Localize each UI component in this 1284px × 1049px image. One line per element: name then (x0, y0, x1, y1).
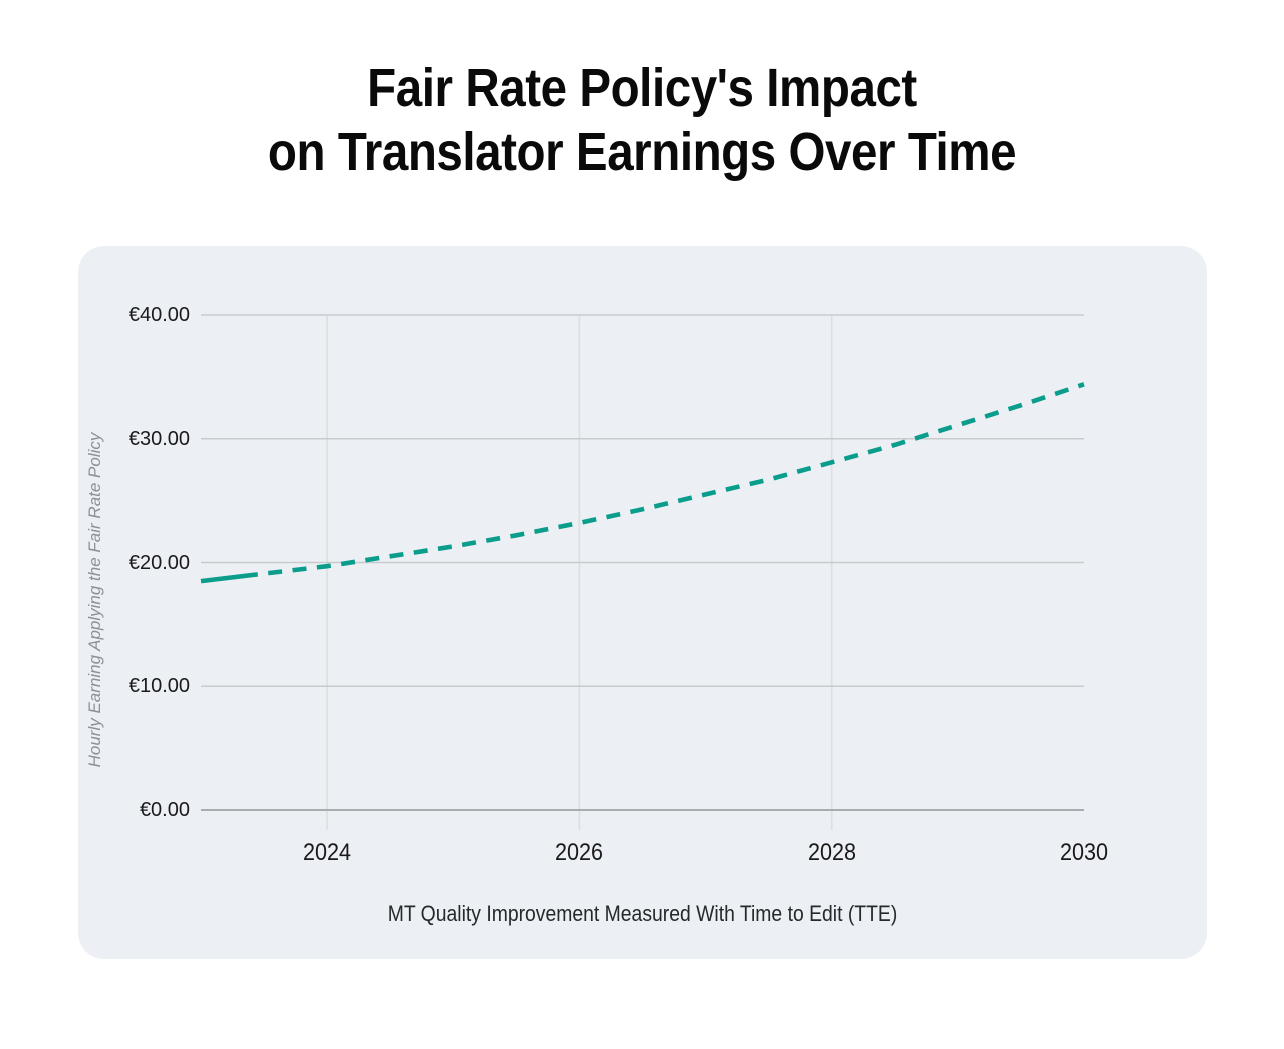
y-tick-label-20: €20.00 (128, 551, 190, 574)
line-chart-plot (200, 314, 1085, 830)
y-tick-label-40: €40.00 (128, 304, 190, 326)
x-axis-title: MT Quality Improvement Measured With Tim… (387, 901, 898, 926)
x-tick-label-2028: 2028 (807, 839, 856, 866)
chart-title-line1: Fair Rate Policy's Impact (367, 58, 917, 118)
x-tick-label-2030: 2030 (1059, 839, 1109, 866)
x-tick-label-2026: 2026 (555, 839, 604, 866)
chart-title: Fair Rate Policy's Impact on Translator … (0, 56, 1284, 184)
chart-card: Hourly Earning Applying the Fair Rate Po… (78, 246, 1207, 959)
earnings-line-solid (200, 572, 259, 584)
y-tick-label-30: €30.00 (128, 427, 190, 450)
y-tick-label-10: €10.00 (128, 675, 190, 698)
x-tick-label-2024: 2024 (303, 839, 352, 866)
chart-title-line2: on Translator Earnings Over Time (267, 122, 1017, 182)
y-tick-label-0: €0.00 (139, 799, 190, 821)
earnings-line-dashed (257, 382, 1085, 577)
